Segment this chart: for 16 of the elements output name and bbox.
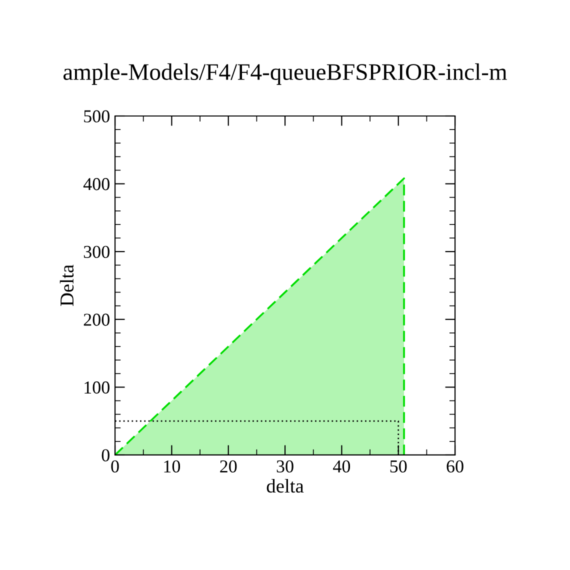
y-tick-label: 0 [102, 449, 110, 462]
y-tick-label: 300 [84, 246, 110, 258]
y-tick-label: 100 [84, 381, 110, 394]
x-tick-label: 20 [220, 460, 237, 473]
y-tick-label: 500 [84, 110, 110, 122]
x-tick-label: 60 [446, 460, 464, 473]
x-tick-label: 0 [111, 460, 119, 473]
x-axis-title: delta [266, 478, 304, 493]
y-tick-label: 400 [83, 178, 110, 190]
y-tick-label: 200 [84, 314, 110, 326]
x-tick-label: 40 [333, 460, 350, 473]
chart-title: ample-Models/F4/F4-queueBFSPRIOR-incl-m [63, 63, 507, 85]
x-tick-label: 30 [276, 460, 294, 473]
y-axis-title: Delta [60, 264, 74, 306]
x-tick-label: 50 [390, 460, 407, 473]
x-tick-label: 10 [164, 460, 180, 473]
